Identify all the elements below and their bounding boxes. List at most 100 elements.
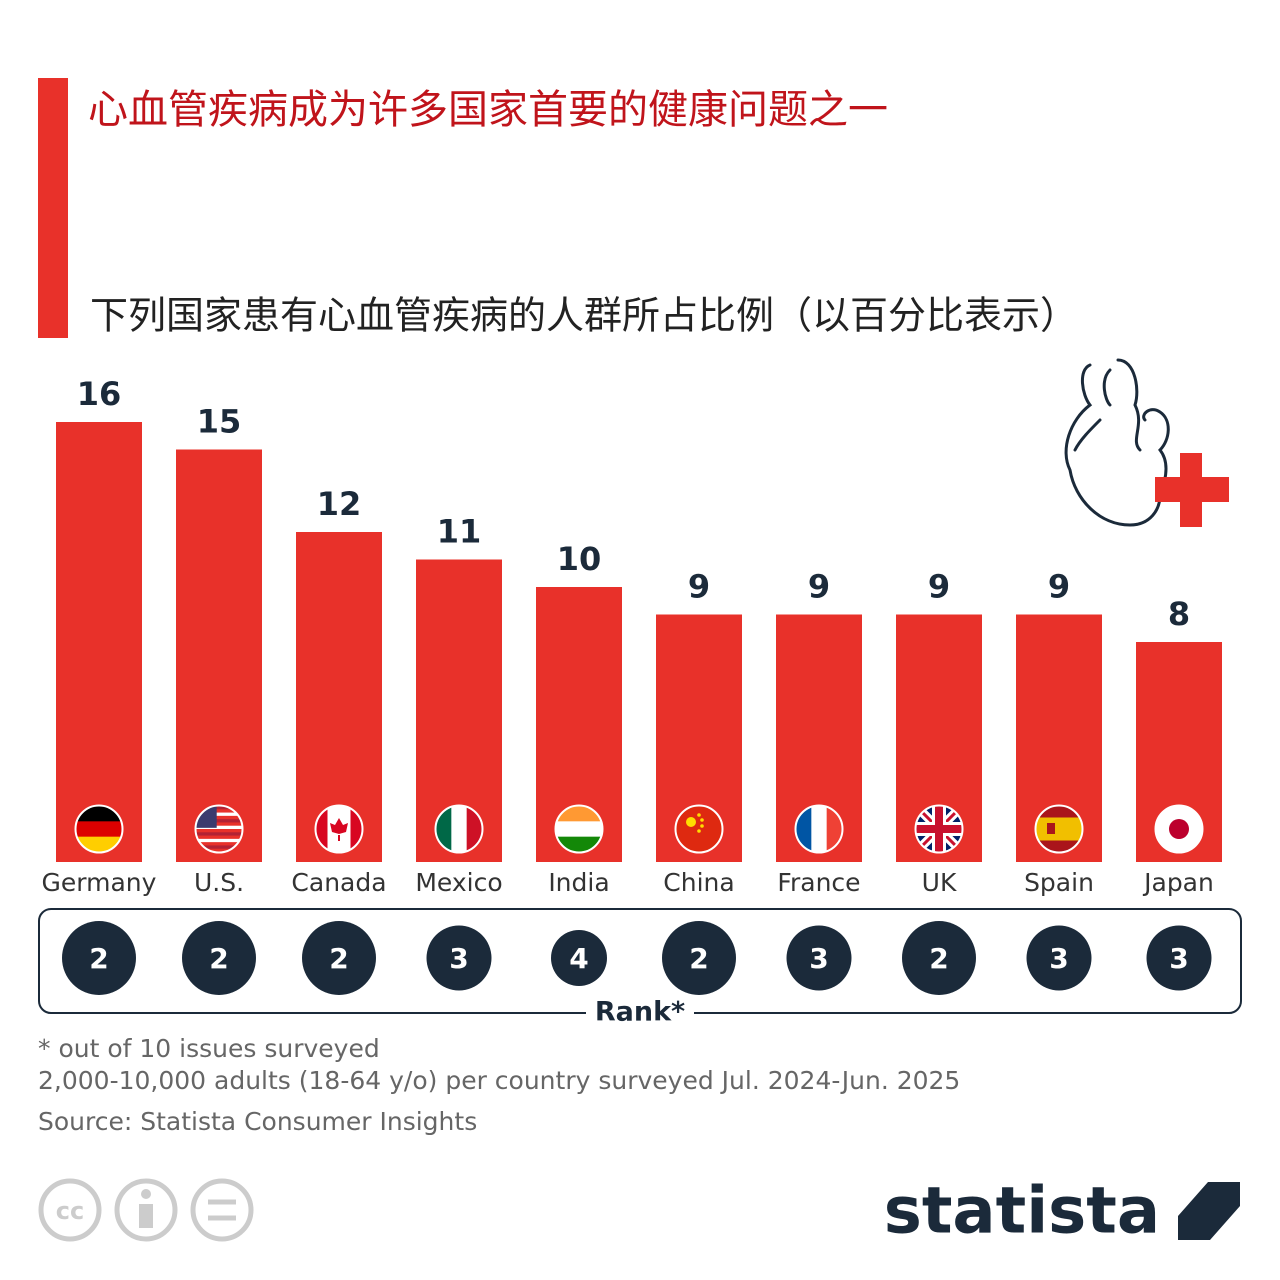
rank-badge [551,930,607,986]
flag-part [796,806,812,852]
flag-border [674,804,724,854]
value-label: 9 [1048,568,1070,606]
flag-part [1036,817,1082,841]
rank-badge [426,925,492,991]
flag-part [196,825,242,829]
footnote: 2,000-10,000 adults (18-64 y/o) per coun… [38,1066,960,1095]
flag [76,806,122,852]
rank-value: 3 [1049,942,1068,975]
flag-part [196,838,242,843]
brand-mark [1178,1182,1240,1240]
rank-badge [1146,925,1212,991]
flag-border [314,804,364,854]
x-tick-label: France [777,868,860,897]
flag-part [935,806,943,852]
flag-part [686,817,696,827]
flag-part [826,806,842,852]
flag [316,806,362,852]
rank-value: 3 [809,942,828,975]
license-icons [38,1178,254,1242]
value-label: 16 [77,375,122,413]
rank-badge [786,925,852,991]
flag-part [556,821,602,838]
flag-border [914,804,964,854]
flag-border [194,804,244,854]
x-tick-label: India [548,868,609,897]
bar [176,449,262,862]
bar [56,422,142,862]
nd-icon [190,1178,254,1242]
x-tick-label: Canada [291,868,386,897]
flag [1156,806,1202,852]
rank-label: Rank* [595,997,685,1028]
value-label: 12 [317,485,362,523]
value-label: 10 [557,540,602,578]
flag-part [697,829,701,833]
value-label: 15 [197,403,242,441]
flag-part [196,806,242,810]
flag-border [794,804,844,854]
rank-badge [182,921,256,995]
flag-part [1169,819,1189,839]
flag-part [466,806,482,852]
rank-value: 2 [329,942,348,975]
flag [796,806,842,852]
flag-part [697,813,701,817]
x-tick-label: Mexico [415,868,502,897]
flag [1036,806,1082,852]
rank-value: 2 [689,942,708,975]
flag [196,806,242,849]
value-label: 9 [928,568,950,606]
flag-border [434,804,484,854]
flag-border [1034,804,1084,854]
flag-part [196,832,242,836]
flag-part [196,845,242,849]
footnote: * out of 10 issues surveyed [38,1034,380,1063]
flag-part [1047,823,1055,834]
flag [556,806,602,852]
rank-value: 3 [449,942,468,975]
x-tick-label: Germany [42,868,157,897]
rank-badge [62,921,136,995]
rank-badge [662,921,736,995]
rank-value: 2 [89,942,108,975]
heart-outline [1064,363,1170,527]
x-tick-label: Spain [1024,868,1094,897]
flag-part [436,806,452,852]
heart-icon [1064,358,1170,527]
flag-border [554,804,604,854]
flag-border [74,804,124,854]
value-label: 11 [437,513,482,551]
rank-value: 3 [1169,942,1188,975]
accent-bar [38,78,68,338]
flag-border [1154,804,1204,854]
flag [676,806,722,852]
flag-part [350,806,362,852]
source: Source: Statista Consumer Insights [38,1107,477,1136]
x-tick-label: China [663,868,734,897]
x-tick-label: UK [922,868,957,897]
flag-part [700,818,704,822]
by-body [139,1204,153,1228]
flag-part [700,824,704,828]
rank-value: 2 [929,942,948,975]
license-text: cc [56,1197,84,1225]
flag-part [316,806,328,852]
value-label: 9 [808,568,830,606]
rank-badge [902,921,976,995]
flag-part [196,812,242,816]
by-head [141,1189,151,1199]
brand-logo: statista [884,1175,1160,1249]
flag-part [196,819,242,823]
flag-part [556,806,602,822]
x-tick-label: Japan [1142,868,1214,897]
heart-vessels [1073,358,1142,452]
cc-icon [38,1178,102,1242]
flag-part [76,806,122,822]
flag [436,806,482,852]
chart-subtitle: 下列国家患有心血管疾病的人群所占比例（以百分比表示） [90,294,1078,338]
rank-badge [1026,925,1092,991]
chart-title: 心血管疾病成为许多国家首要的健康问题之一 [88,87,888,133]
rank-label-bg [586,996,694,1030]
